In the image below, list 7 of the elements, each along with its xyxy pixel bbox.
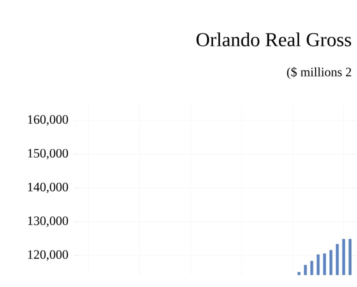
y-tick-label: 140,000	[28, 182, 68, 194]
y-tick-label: 130,000	[28, 216, 68, 228]
y-tick-label: 150,000	[28, 149, 68, 160]
y-tick-label: 120,000	[28, 250, 68, 261]
chart-title: Orlando Real Gross	[196, 32, 352, 46]
chart-subtitle: ($ millions 2	[287, 67, 352, 80]
y-tick-label: 160,000	[28, 115, 68, 126]
